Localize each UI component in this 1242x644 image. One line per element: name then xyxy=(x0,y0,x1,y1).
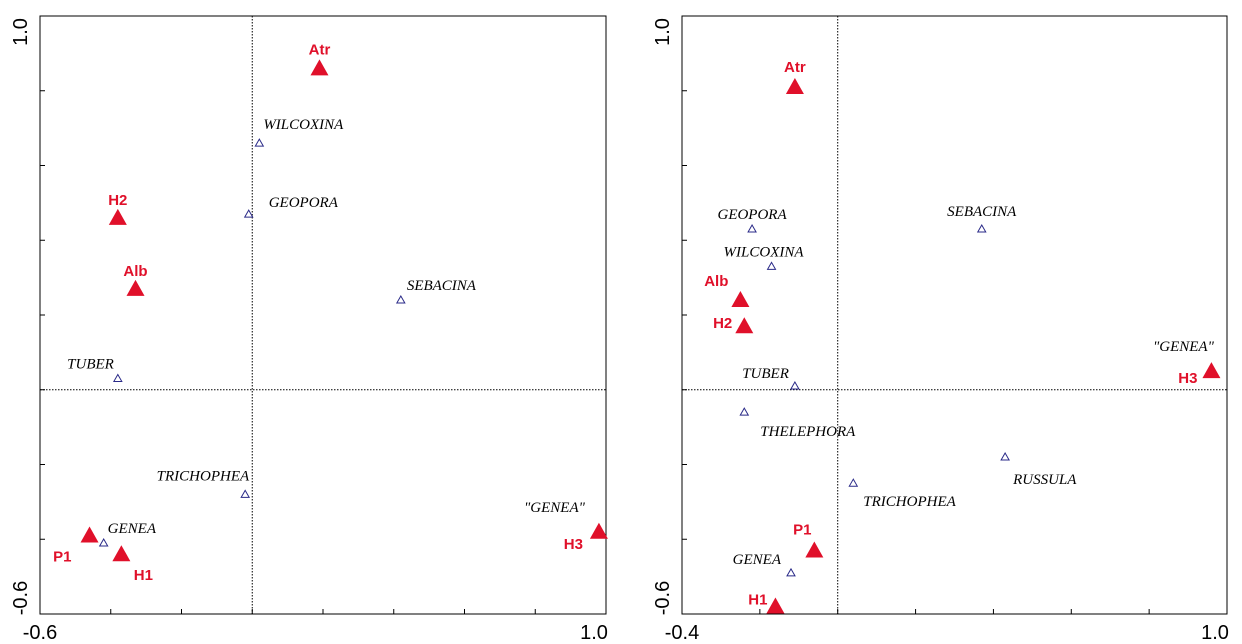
site-point-atr xyxy=(310,59,329,76)
species-point-trichophea xyxy=(848,478,859,487)
site-point-p1 xyxy=(80,526,99,543)
species-point-genea xyxy=(786,567,796,577)
site-label-h1: H1 xyxy=(748,592,767,609)
site-label-h2: H2 xyxy=(713,315,732,332)
site-label-p1: P1 xyxy=(53,549,71,566)
species-point-geopora xyxy=(747,224,757,233)
species-label-tuber: TUBER xyxy=(67,357,114,373)
species-point-genea xyxy=(98,537,109,547)
species-label-genea: GENEA xyxy=(733,552,782,568)
site-point-h1 xyxy=(766,597,785,614)
species-label-geopora: GEOPORA xyxy=(717,207,787,223)
y-tick-label-min: -0.6 xyxy=(652,581,674,615)
species-label-genea: GENEA xyxy=(108,521,157,537)
site-point-alb xyxy=(731,291,750,308)
site-label-p1: P1 xyxy=(793,521,811,538)
species-point-tuber xyxy=(112,373,123,383)
x-tick-label-min: -0.4 xyxy=(665,622,699,644)
site-point-h1 xyxy=(112,545,131,562)
species-label-tuber: TUBER xyxy=(742,366,789,382)
site-label-h1: H1 xyxy=(134,567,153,584)
site-point-alb xyxy=(126,279,145,296)
species-point-trichophea xyxy=(240,489,251,498)
species-point-wilcoxina xyxy=(254,138,265,147)
site-label-alb: Alb xyxy=(123,263,147,280)
species-point-geopora xyxy=(243,209,254,218)
y-tick-label-max: 1.0 xyxy=(652,18,674,46)
species-label-geopora: GEOPORA xyxy=(269,195,339,211)
site-point-h2 xyxy=(735,317,754,334)
species-label-trichophea: TRICHOPHEA xyxy=(157,468,250,484)
species-label-wilcoxina: WILCOXINA xyxy=(263,117,344,133)
site-point-h3 xyxy=(1202,362,1221,379)
site-label-h3: H3 xyxy=(564,536,583,553)
x-tick-label-min: -0.6 xyxy=(23,622,57,644)
site-label-atr: Atr xyxy=(784,59,806,76)
species-label-thelephora: THELEPHORA xyxy=(760,424,856,440)
right-ordination-panel: -0.4 1.0 -0.6 1.0 GEOPORA SEBACINA WILCOXINA TU… xyxy=(652,15,1229,644)
y-tick-label-min: -0.6 xyxy=(10,581,32,615)
plot-frame xyxy=(681,15,1228,615)
species-point-thelephora xyxy=(739,407,750,416)
species-point-sebacina xyxy=(395,295,406,304)
species-label-genea: "GENEA" xyxy=(1153,339,1215,355)
species-label-genea: "GENEA" xyxy=(524,500,586,516)
species-label-russula: RUSSULA xyxy=(1012,472,1077,488)
species-label-trichophea: TRICHOPHEA xyxy=(863,494,956,510)
species-label-sebacina: SEBACINA xyxy=(407,278,477,294)
site-label-atr: Atr xyxy=(309,41,331,58)
species-label-wilcoxina: WILCOXINA xyxy=(724,244,805,260)
x-tick-label-max: 1.0 xyxy=(580,622,608,644)
species-point-sebacina xyxy=(976,224,987,233)
site-label-h3: H3 xyxy=(1178,370,1197,387)
site-label-alb: Alb xyxy=(704,273,728,290)
site-point-h3 xyxy=(589,522,608,539)
species-label-sebacina: SEBACINA xyxy=(947,204,1017,220)
species-point-tuber xyxy=(790,381,800,390)
x-tick-label-max: 1.0 xyxy=(1201,622,1229,644)
site-point-h2 xyxy=(108,208,127,225)
species-point-russula xyxy=(1000,452,1010,461)
left-ordination-panel: -0.6 1.0 -0.6 1.0 WILCOXINA GEOPORA SEBACINA TU… xyxy=(10,15,608,644)
site-point-atr xyxy=(785,78,804,95)
y-tick-label-max: 1.0 xyxy=(10,18,32,46)
site-point-p1 xyxy=(805,541,824,558)
site-label-h2: H2 xyxy=(108,192,127,209)
species-point-wilcoxina xyxy=(766,261,777,270)
